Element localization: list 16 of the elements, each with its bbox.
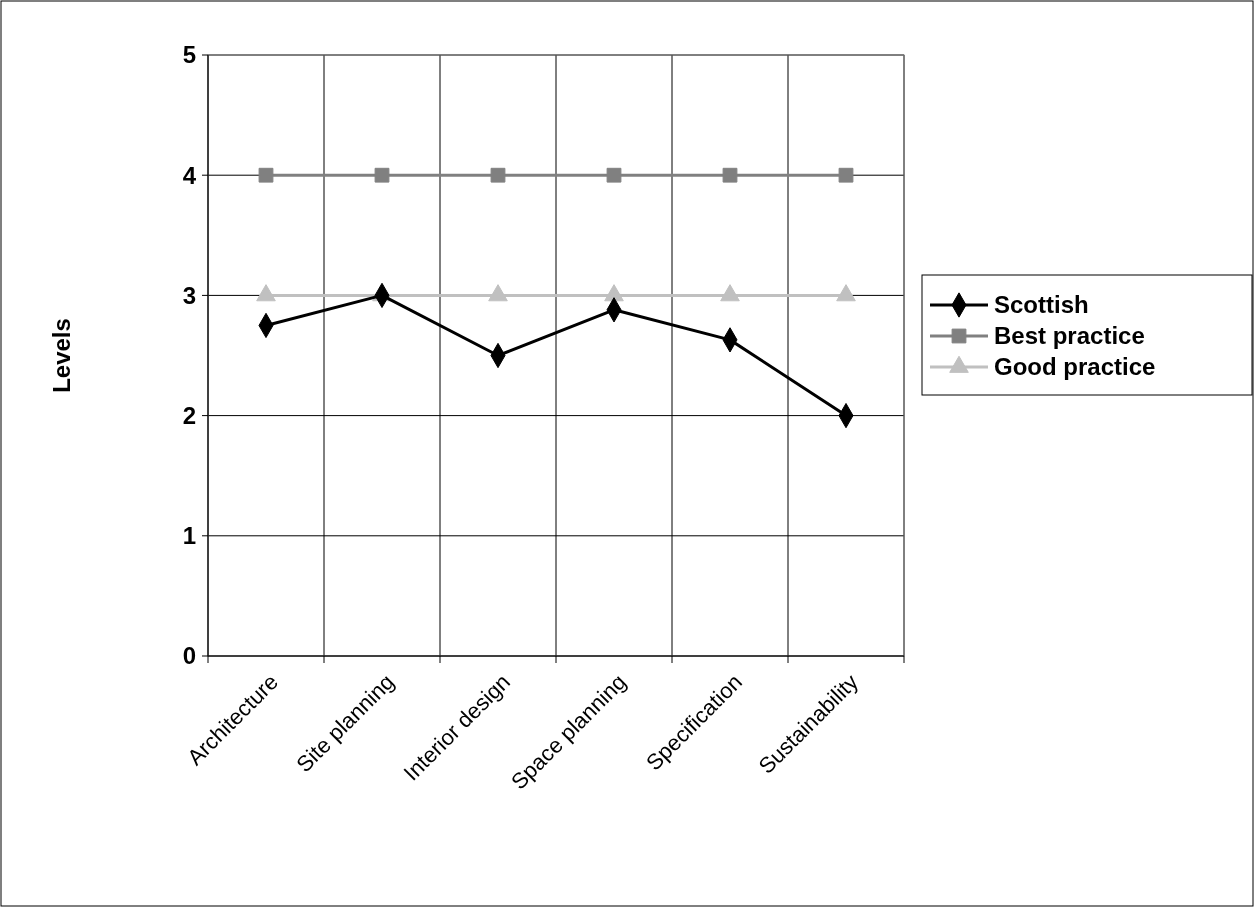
point	[490, 167, 506, 183]
point	[722, 167, 738, 183]
y-tick-label: 0	[182, 642, 196, 670]
y-tick-label: 1	[182, 522, 196, 550]
legend-label: Best practice	[994, 322, 1145, 350]
y-tick-label: 3	[182, 281, 196, 309]
point	[606, 167, 622, 183]
y-tick-label: 5	[182, 41, 196, 69]
y-tick-label: 4	[182, 161, 197, 189]
point	[374, 167, 390, 183]
point	[258, 167, 274, 183]
y-tick-label: 2	[182, 402, 196, 429]
point	[838, 167, 854, 183]
y-axis-title: Levels	[48, 318, 75, 393]
legend-label: Scottish	[994, 291, 1089, 319]
legend-label: Good practice	[994, 353, 1156, 381]
